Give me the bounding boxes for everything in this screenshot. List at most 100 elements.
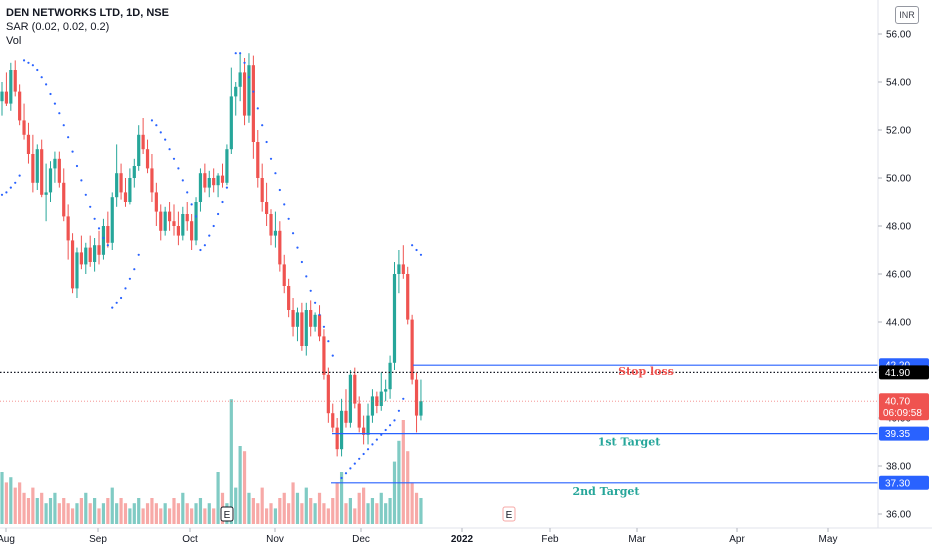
price-tick-label: 52.00 <box>886 126 911 137</box>
sar-dots <box>0 52 423 480</box>
currency-button[interactable]: INR <box>895 6 919 24</box>
volume-bar <box>190 508 194 524</box>
candle-body <box>397 264 401 274</box>
volume-bar <box>79 498 83 524</box>
sar-dot <box>45 83 48 86</box>
sar-dot <box>111 306 114 309</box>
volume-bar <box>0 472 4 524</box>
candle-body <box>119 173 123 193</box>
earnings-marker-label: E <box>224 510 231 521</box>
sar-dot <box>239 52 242 55</box>
stop-loss-label: Stop loss <box>618 365 674 378</box>
candle-body <box>84 247 88 265</box>
candle-body <box>106 226 110 243</box>
sar-dot <box>0 193 4 196</box>
sar-dot <box>287 217 290 220</box>
volume-bar <box>344 503 348 524</box>
volume-bar <box>251 498 255 524</box>
candle-body <box>172 221 176 226</box>
candle-body <box>101 226 106 255</box>
volume-bar <box>31 487 35 524</box>
volume-bar <box>198 498 203 524</box>
volume-bar <box>256 503 260 524</box>
sar-dot <box>415 248 418 252</box>
sar-dot <box>247 76 251 79</box>
candle-body <box>331 413 335 428</box>
candle-body <box>185 214 189 222</box>
sar-dot <box>190 203 193 206</box>
time-tick-label: Dec <box>352 534 370 545</box>
volume-bar <box>163 503 167 524</box>
volume-bar <box>216 472 220 524</box>
candle-body <box>265 202 269 214</box>
level-price-tag <box>879 475 929 490</box>
volume-bar <box>295 492 300 524</box>
candle-body <box>406 274 410 320</box>
volume-bar <box>357 492 361 524</box>
price-axis[interactable]: 36.0038.0040.0042.0044.0046.0048.0050.00… <box>877 0 929 528</box>
sar-dot <box>300 260 303 264</box>
candles <box>0 53 423 457</box>
volume-bar <box>326 508 330 524</box>
sar-dot <box>31 64 34 67</box>
sar-dot <box>84 193 87 196</box>
sar-dot <box>93 217 96 220</box>
time-axis[interactable]: Aug Sep Oct Nov Dec 2022 Feb Mar Apr May <box>0 527 932 545</box>
sar-dot <box>243 61 246 64</box>
volume-bar <box>260 487 264 524</box>
candle-body <box>362 427 366 435</box>
volume-indicator-label[interactable]: Vol <box>6 35 22 47</box>
volume-bar <box>159 508 163 524</box>
candle-body <box>317 314 322 337</box>
candle-body <box>22 120 26 135</box>
symbol-title[interactable]: DEN NETWORKS LTD, 1D, NSE <box>6 7 169 19</box>
candle-body <box>282 264 286 286</box>
volume-bar <box>419 498 423 524</box>
candle-body <box>110 197 114 243</box>
sar-indicator-label[interactable]: SAR (0.02, 0.02, 0.2) <box>6 21 110 33</box>
volume-bar <box>317 492 322 524</box>
volume-bar <box>379 492 383 524</box>
candle-body <box>238 72 242 87</box>
sar-dot <box>256 107 259 110</box>
sar-dot <box>344 472 348 475</box>
earnings-marker <box>502 506 516 522</box>
sar-dot <box>419 253 423 256</box>
sar-dot <box>137 253 140 256</box>
volume-bar <box>234 487 238 524</box>
sar-dot <box>402 397 405 400</box>
candle-body <box>357 403 361 428</box>
volume-bar <box>97 508 101 524</box>
volume-bar <box>22 492 26 524</box>
sar-dot <box>371 443 374 446</box>
volume-bar <box>115 503 119 524</box>
candle-body <box>269 214 273 236</box>
price-tick-label: 56.00 <box>886 30 911 41</box>
sar-dot <box>203 244 206 247</box>
target-label: 2nd Target <box>573 485 641 498</box>
volume-bar <box>410 482 414 524</box>
last-close-tag-text: 41.90 <box>885 368 910 379</box>
candle-body <box>57 158 61 183</box>
sar-dot <box>296 246 299 249</box>
candle-body <box>154 192 158 212</box>
volume-bar <box>75 503 79 524</box>
volume-bar <box>57 503 61 524</box>
candle-body <box>229 96 233 150</box>
volume-bar <box>167 508 172 524</box>
sar-dot <box>216 212 220 216</box>
candle-body <box>70 240 75 289</box>
volume-bar <box>13 487 17 524</box>
sar-dot <box>40 76 43 79</box>
sar-dot <box>393 419 396 422</box>
sar-dot <box>221 200 224 204</box>
candle-body <box>291 310 295 327</box>
volume-bar <box>278 498 282 524</box>
volume-bar <box>247 492 251 524</box>
volume-bar <box>282 492 286 524</box>
sar-dot <box>349 467 352 470</box>
volume-bar <box>4 482 9 524</box>
candle-body <box>190 221 194 241</box>
sar-dot <box>225 186 229 189</box>
